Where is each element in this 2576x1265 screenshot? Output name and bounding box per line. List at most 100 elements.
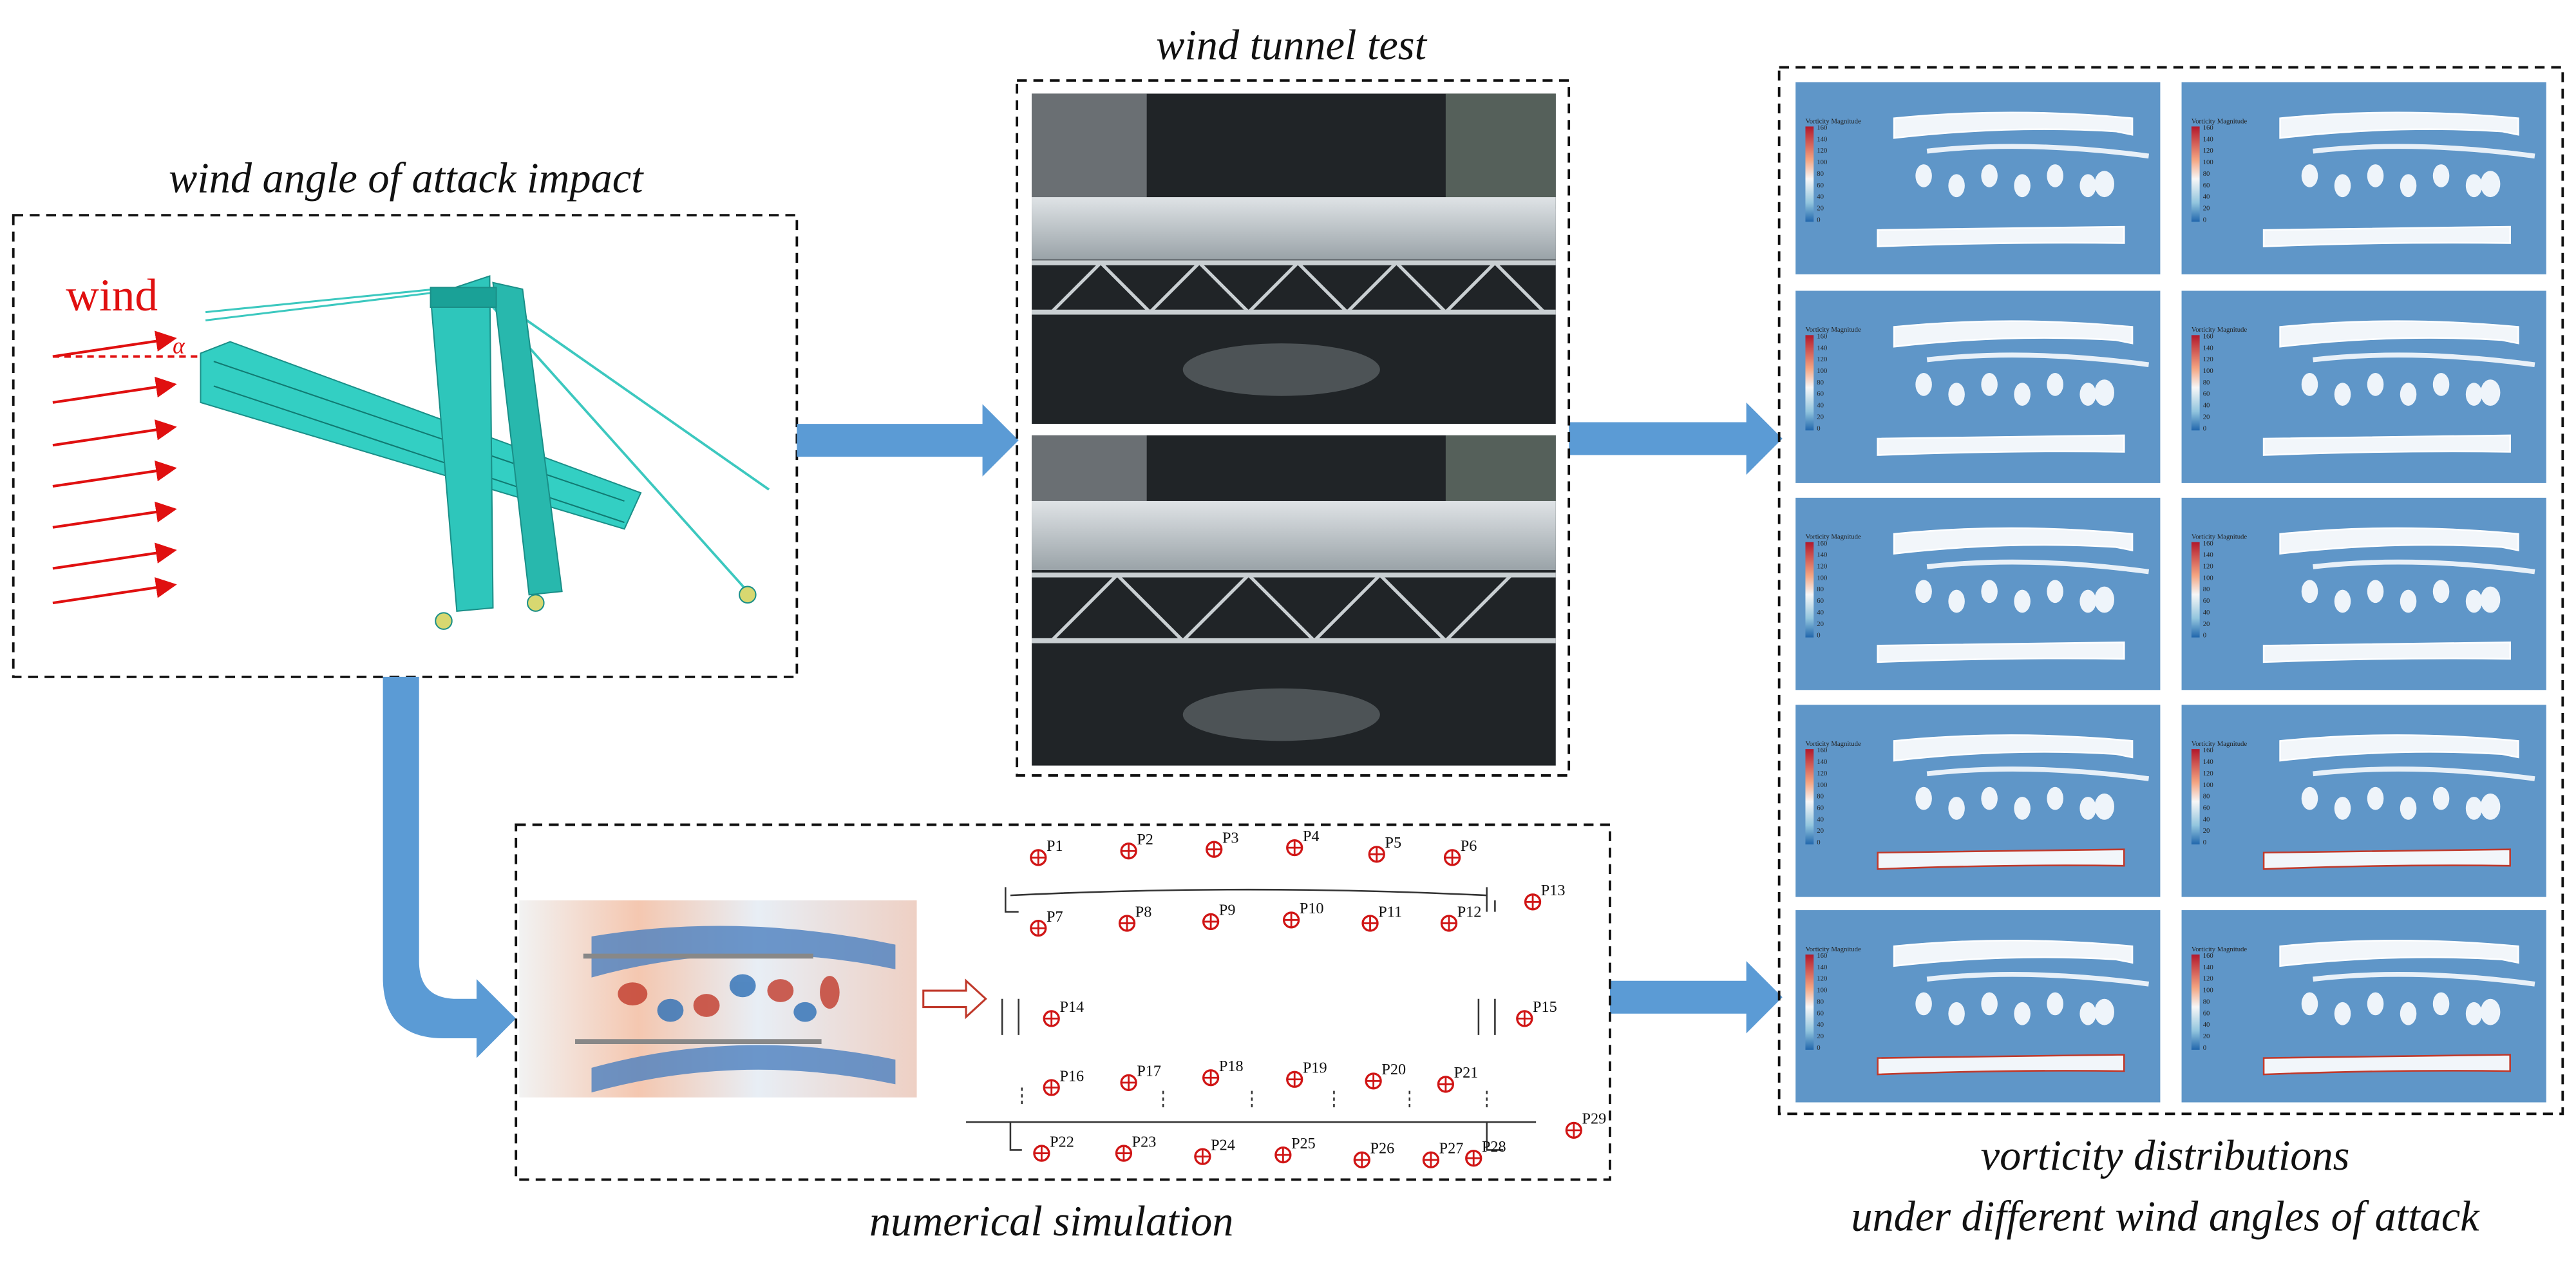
vortex <box>1981 786 1998 810</box>
probe-cross <box>1366 1073 1381 1089</box>
colorbar-tick: 20 <box>2203 204 2210 212</box>
vortex <box>2301 580 2318 604</box>
colorbar-tick: 140 <box>1817 964 1827 971</box>
probe-label: P13 <box>1541 882 1566 899</box>
colorbar-tick: 80 <box>2203 793 2210 801</box>
section-drawing <box>966 887 1537 1151</box>
colorbar-tick: 0 <box>1817 216 1820 224</box>
vortex <box>2480 586 2501 613</box>
colorbar-tick: 40 <box>2203 1021 2210 1029</box>
probe-cross <box>1030 850 1046 865</box>
probe: P19 <box>1286 1060 1327 1088</box>
colorbar-tick: 100 <box>2203 367 2213 375</box>
simulation-title: numerical simulation <box>869 1198 1233 1245</box>
probe-cross <box>1354 1152 1370 1168</box>
vortex <box>2079 174 2096 198</box>
vortex <box>2079 383 2096 406</box>
probe-cross <box>1275 1147 1291 1163</box>
wake <box>1926 352 2150 368</box>
probe-label: P17 <box>1137 1063 1161 1080</box>
deck-lower <box>1877 848 2125 870</box>
colorbar-tick: 20 <box>1817 827 1824 835</box>
probe-cross <box>1525 894 1540 909</box>
vortex <box>2094 793 2114 820</box>
probe: P14 <box>1043 998 1084 1027</box>
colorbar <box>2191 335 2200 431</box>
probe-label: P20 <box>1381 1061 1406 1078</box>
probe-label: P14 <box>1059 998 1084 1016</box>
probe-label: P4 <box>1303 828 1320 845</box>
dashed-box <box>12 214 799 678</box>
probe-label: P6 <box>1461 837 1477 855</box>
probe-label: P25 <box>1291 1135 1316 1152</box>
vortex <box>2367 786 2384 810</box>
vortex <box>2079 589 2096 613</box>
colorbar-tick: 160 <box>1817 540 1827 547</box>
colorbar-tick: 120 <box>2203 975 2213 983</box>
colorbar-tick: 120 <box>1817 975 1827 983</box>
probe-label: P19 <box>1303 1060 1327 1077</box>
vortex <box>2432 372 2450 396</box>
colorbar-title: Vorticity Magnitude <box>1805 946 1861 953</box>
probe-cross <box>1466 1150 1481 1166</box>
probe-cross <box>1369 846 1385 862</box>
probe: P29 <box>1565 1110 1606 1139</box>
colorbar-tick: 0 <box>1817 839 1820 846</box>
colorbar-tick: 100 <box>1817 987 1827 994</box>
probe-label: P8 <box>1135 903 1152 920</box>
colorbar-tick: 60 <box>1817 804 1824 812</box>
vortex <box>2367 372 2384 396</box>
colorbar-tick: 40 <box>1817 193 1824 201</box>
deck-lower <box>2262 225 2511 247</box>
probe: P9 <box>1202 902 1236 931</box>
vortex <box>2400 1002 2417 1025</box>
probe-label: P24 <box>1211 1136 1235 1154</box>
probe-cross <box>1441 915 1457 931</box>
vortex <box>2367 580 2384 604</box>
colorbar-tick: 120 <box>2203 356 2213 363</box>
colorbar-title: Vorticity Magnitude <box>2192 326 2248 334</box>
colorbar-tick: 0 <box>2203 1044 2206 1052</box>
probe: P7 <box>1030 908 1063 937</box>
colorbar-tick: 0 <box>1817 1044 1820 1052</box>
colorbar-tick: 160 <box>2203 124 2213 132</box>
vortex <box>2334 589 2351 613</box>
probe-label: P16 <box>1059 1067 1084 1085</box>
colorbar-tick: 80 <box>2203 170 2210 178</box>
probe-cross <box>1119 915 1135 931</box>
colorbar-tick: 140 <box>2203 551 2213 559</box>
wake <box>1926 144 2150 159</box>
deck-lower <box>2262 434 2511 456</box>
deck-lower <box>1877 642 2125 663</box>
colorbar-tick: 80 <box>1817 379 1824 386</box>
deck-upper <box>2279 734 2519 762</box>
vortex <box>2334 797 2351 820</box>
probe-cross <box>1363 915 1378 931</box>
colorbar-tick: 140 <box>2203 344 2213 352</box>
deck-upper <box>2279 939 2519 967</box>
probe: P10 <box>1282 900 1324 929</box>
vortex <box>2079 797 2096 820</box>
vortex <box>2047 992 2063 1016</box>
colorbar-tick: 100 <box>2203 158 2213 166</box>
colorbar-tick: 20 <box>2203 1032 2210 1040</box>
deck-lower <box>2262 848 2511 870</box>
wake <box>2313 144 2535 159</box>
vortex <box>2367 992 2384 1016</box>
probe: P24 <box>1194 1136 1235 1165</box>
vortex <box>2047 164 2063 187</box>
colorbar-tick: 140 <box>1817 551 1827 559</box>
probe-label: P18 <box>1219 1058 1244 1075</box>
wind-arrows <box>52 330 198 605</box>
bridge-model <box>200 275 770 630</box>
colorbar <box>1805 954 1814 1050</box>
probe-label: P9 <box>1219 902 1236 919</box>
colorbar <box>2191 954 2200 1050</box>
colorbar-tick: 40 <box>1817 609 1824 616</box>
colorbar-tick: 100 <box>1817 367 1827 375</box>
vortex <box>2480 379 2501 406</box>
colorbar-tick: 0 <box>1817 632 1820 640</box>
